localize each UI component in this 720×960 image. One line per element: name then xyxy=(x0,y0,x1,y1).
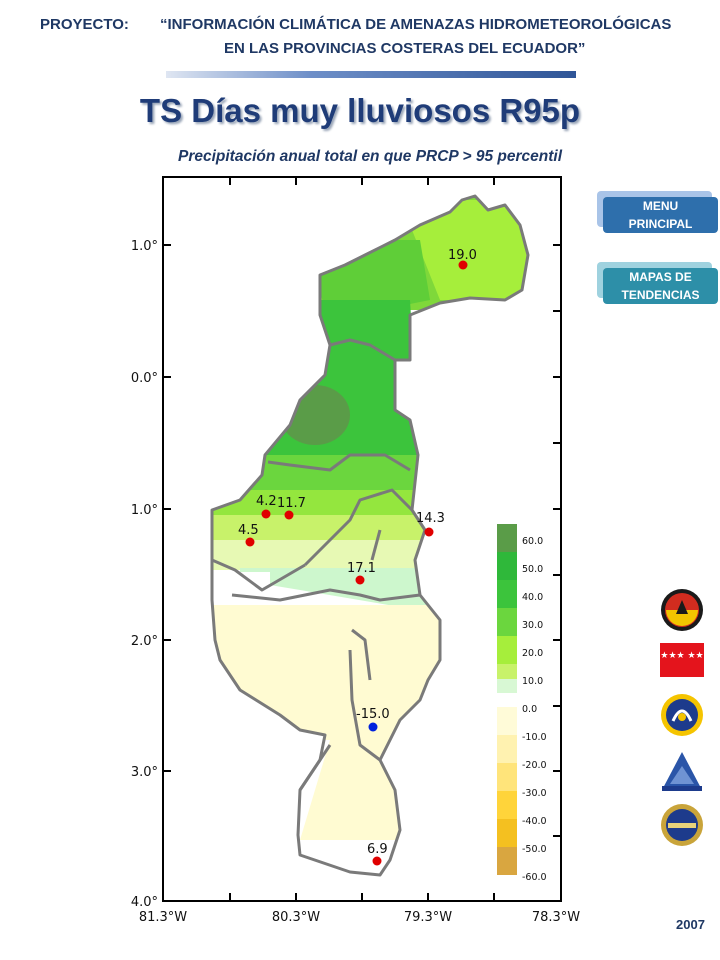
station-value: 19.0 xyxy=(448,248,477,263)
header-underline xyxy=(166,71,576,78)
legend-label: 50.0 xyxy=(522,564,543,575)
project-label: PROYECTO: xyxy=(40,16,129,33)
y-tick-label: 1.0° xyxy=(131,239,158,254)
legend-label: 30.0 xyxy=(522,620,543,631)
station-value: 4.2 xyxy=(256,494,277,509)
legend-label: 10.0 xyxy=(522,676,543,687)
y-tick-label: 3.0° xyxy=(131,765,158,780)
axis-ticks xyxy=(163,177,561,902)
station-marker xyxy=(355,575,365,585)
menu-principal-button[interactable]: MENU PRINCIPAL xyxy=(603,197,718,233)
inamhi-logo-icon xyxy=(662,752,702,791)
project-title-line1: “INFORMACIÓN CLIMÁTICA DE AMENAZAS HIDRO… xyxy=(160,16,672,33)
menu-principal-label: MENU PRINCIPAL xyxy=(628,199,693,231)
y-tick-label: 2.0° xyxy=(131,634,158,649)
army-seal-icon xyxy=(661,589,703,631)
station-marker xyxy=(261,509,271,519)
station-marker xyxy=(245,537,255,547)
legend-color-bar xyxy=(497,524,517,875)
navy-seal-icon xyxy=(661,694,703,736)
station-marker xyxy=(368,722,378,732)
station-marker xyxy=(284,510,294,520)
institute-seal-icon xyxy=(661,804,703,846)
legend-label: -30.0 xyxy=(522,788,547,799)
station-value: 17.1 xyxy=(347,561,376,576)
legend-label: -10.0 xyxy=(522,732,547,743)
x-tick-label: 79.3°W xyxy=(404,910,452,925)
project-title-line2: EN LAS PROVINCIAS COSTERAS DEL ECUADOR” xyxy=(224,40,586,57)
y-tick-label: 1.0° xyxy=(131,503,158,518)
stars-flag-icon: ★★★★ ★★★ xyxy=(660,643,704,677)
legend-label: 60.0 xyxy=(522,536,543,547)
station-value: 4.5 xyxy=(238,523,259,538)
x-tick-label: 78.3°W xyxy=(532,910,580,925)
legend-label: -50.0 xyxy=(522,844,547,855)
legend-label: 0.0 xyxy=(522,704,537,715)
station-value: 14.3 xyxy=(416,511,445,526)
year-label: 2007 xyxy=(676,917,705,932)
legend-label: 40.0 xyxy=(522,592,543,603)
page-subtitle: Precipitación anual total en que PRCP > … xyxy=(177,148,563,165)
legend-label: -60.0 xyxy=(522,872,547,883)
stations: 19.0 4.2 11.7 14.3 4.5 17.1 -15.0 6.9 xyxy=(238,248,477,866)
station-marker xyxy=(458,260,468,270)
x-tick-label: 81.3°W xyxy=(139,910,187,925)
station-value: -15.0 xyxy=(356,707,390,722)
legend-label: -40.0 xyxy=(522,816,547,827)
x-tick-label: 80.3°W xyxy=(272,910,320,925)
station-marker xyxy=(424,527,434,537)
stars-flag-text: ★★★★ ★★★ xyxy=(660,651,704,661)
y-tick-label: 4.0° xyxy=(131,895,158,910)
page-title: TS Días muy lluviosos R95p xyxy=(139,92,581,129)
station-value: 6.9 xyxy=(367,842,388,857)
mapas-tendencias-label: MAPAS DE TENDENCIAS xyxy=(621,270,700,302)
province-boundaries xyxy=(210,194,530,877)
legend-label: -20.0 xyxy=(522,760,547,771)
station-value: 11.7 xyxy=(277,496,306,511)
station-marker xyxy=(372,856,382,866)
y-tick-label: 0.0° xyxy=(131,371,158,386)
legend-label: 20.0 xyxy=(522,648,543,659)
mapas-tendencias-button[interactable]: MAPAS DE TENDENCIAS xyxy=(603,268,718,304)
